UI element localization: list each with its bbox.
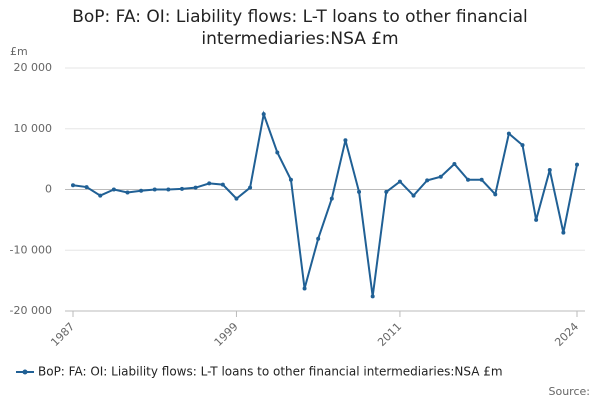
data-point <box>561 230 566 235</box>
data-point <box>111 187 116 192</box>
data-point <box>125 190 130 195</box>
y-axis-label: £m <box>10 45 28 58</box>
data-point <box>411 193 416 198</box>
data-point <box>534 217 539 222</box>
data-point <box>71 183 75 188</box>
data-point <box>316 236 321 241</box>
source: Source: <box>549 385 591 398</box>
data-line <box>72 110 578 297</box>
data-point <box>302 286 307 291</box>
data-point <box>357 189 362 194</box>
data-point <box>506 131 511 136</box>
data-point <box>166 187 171 192</box>
data-point <box>261 112 266 117</box>
data-point <box>384 189 389 194</box>
data-point <box>275 150 280 155</box>
chart-title: BoP: FA: OI: Liability flows: L-T loans … <box>72 7 528 49</box>
data-point <box>370 294 375 299</box>
data-point <box>397 179 402 184</box>
x-tick-label: 2011 <box>375 320 404 349</box>
x-tick-label: 2024 <box>552 320 581 349</box>
data-point <box>234 196 239 201</box>
data-point <box>329 196 334 201</box>
data-point <box>193 185 198 190</box>
data-point <box>452 161 457 166</box>
x-tick-label: 1999 <box>212 320 241 349</box>
y-tick-label: 10 000 <box>14 122 53 135</box>
data-point <box>288 177 293 182</box>
data-point <box>84 185 89 190</box>
legend-label: BoP: FA: OI: Liability flows: L-T loans … <box>38 365 503 379</box>
data-point <box>520 143 525 148</box>
data-point <box>179 186 184 191</box>
data-point <box>466 177 471 182</box>
legend-marker <box>22 369 28 375</box>
data-point <box>98 193 103 198</box>
data-point <box>248 185 253 190</box>
data-point <box>575 162 579 167</box>
data-point <box>152 187 157 192</box>
data-point <box>493 192 498 197</box>
data-point <box>425 178 430 183</box>
data-point <box>343 138 348 143</box>
data-point <box>438 174 443 179</box>
x-tick-label: 1987 <box>48 320 77 349</box>
y-tick-label: -20 000 <box>10 304 52 317</box>
data-point <box>220 182 225 187</box>
data-point <box>139 188 144 193</box>
y-tick-label: -10 000 <box>10 243 52 256</box>
y-tick-label: 0 <box>45 183 52 196</box>
data-point <box>547 168 552 173</box>
data-point <box>207 181 212 186</box>
y-tick-label: 20 000 <box>14 61 53 74</box>
data-point <box>479 177 484 182</box>
